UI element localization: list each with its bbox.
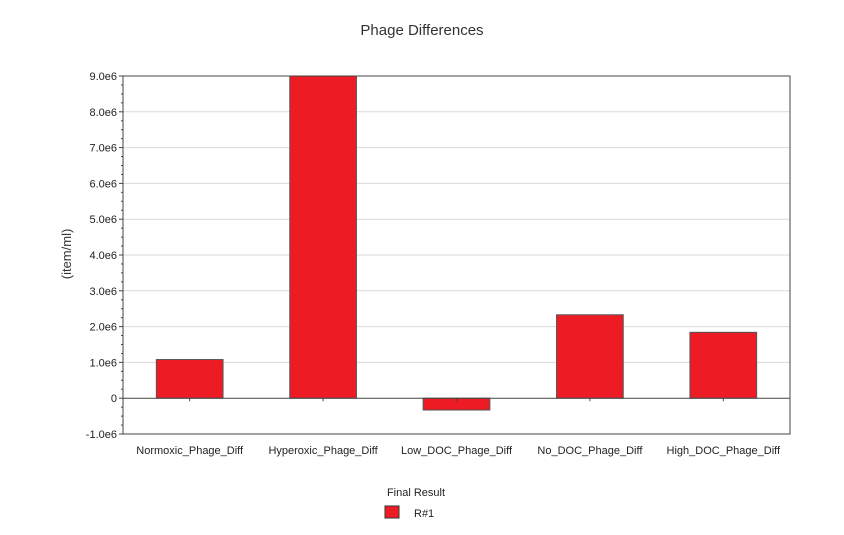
x-axis-labels: Normoxic_Phage_Diff Hyperoxic_Phage_Diff L… xyxy=(136,445,781,457)
legend-swatch-r1 xyxy=(384,505,400,519)
x-tick-label: Hyperoxic_Phage_Diff xyxy=(268,445,378,457)
bar-no-doc-phage-diff xyxy=(556,314,624,399)
y-tick-label: -1.0e6 xyxy=(86,429,117,441)
bar-high-doc-phage-diff xyxy=(689,331,758,399)
legend-title: Final Result xyxy=(387,487,445,499)
legend: Final Result R#1 xyxy=(384,487,445,520)
chart-title: Phage Differences xyxy=(360,22,483,39)
x-tick-label: No_DOC_Phage_Diff xyxy=(537,445,643,457)
x-tick-label: Low_DOC_Phage_Diff xyxy=(401,445,513,457)
bar-hyperoxic-phage-diff xyxy=(289,75,357,399)
bar-normoxic-phage-diff xyxy=(155,359,224,399)
y-tick-label: 8.0e6 xyxy=(89,107,117,119)
y-axis-label: (item/ml) xyxy=(59,229,74,280)
y-tick-label: 1.0e6 xyxy=(89,357,117,369)
gridlines xyxy=(123,111,790,363)
y-axis-ticks: -1.0e6 0 1.0e6 2.0e6 3.0e6 4.0e6 5.0e6 6.0e6 7.0… xyxy=(86,71,123,441)
y-tick-label: 9.0e6 xyxy=(89,71,117,83)
y-tick-label: 7.0e6 xyxy=(89,143,117,155)
legend-label-r1: R#1 xyxy=(414,508,434,520)
x-tick-label: Normoxic_Phage_Diff xyxy=(136,445,244,457)
y-tick-label: 0 xyxy=(111,393,117,405)
x-tick-label: High_DOC_Phage_Diff xyxy=(667,445,781,457)
y-tick-label: 2.0e6 xyxy=(89,322,117,334)
axes xyxy=(123,397,790,402)
y-tick-label: 3.0e6 xyxy=(89,286,117,298)
bars xyxy=(155,75,758,411)
y-tick-label: 4.0e6 xyxy=(89,250,117,262)
y-tick-label: 6.0e6 xyxy=(89,178,117,190)
y-tick-label: 5.0e6 xyxy=(89,214,117,226)
